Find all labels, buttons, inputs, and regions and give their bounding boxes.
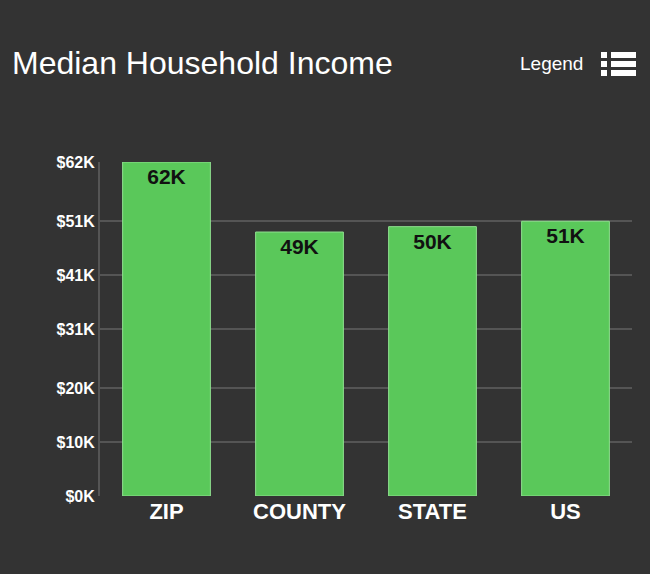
svg-text:49K: 49K: [280, 235, 319, 258]
svg-text:50K: 50K: [413, 230, 452, 253]
svg-text:51K: 51K: [546, 224, 585, 247]
svg-text:$51K: $51K: [57, 213, 96, 230]
svg-text:$62K: $62K: [57, 154, 96, 171]
svg-text:62K: 62K: [147, 165, 186, 188]
svg-text:Legend: Legend: [520, 53, 583, 74]
svg-text:$31K: $31K: [57, 321, 96, 338]
svg-text:$20K: $20K: [57, 380, 96, 397]
svg-text:$0K: $0K: [65, 488, 95, 505]
svg-text:US: US: [550, 499, 581, 524]
svg-text:STATE: STATE: [398, 499, 467, 524]
svg-text:ZIP: ZIP: [149, 499, 183, 524]
svg-text:Median Household Income: Median Household Income: [12, 45, 393, 81]
svg-text:$41K: $41K: [57, 267, 96, 284]
svg-text:COUNTY: COUNTY: [253, 499, 346, 524]
svg-text:$10K: $10K: [57, 434, 96, 451]
